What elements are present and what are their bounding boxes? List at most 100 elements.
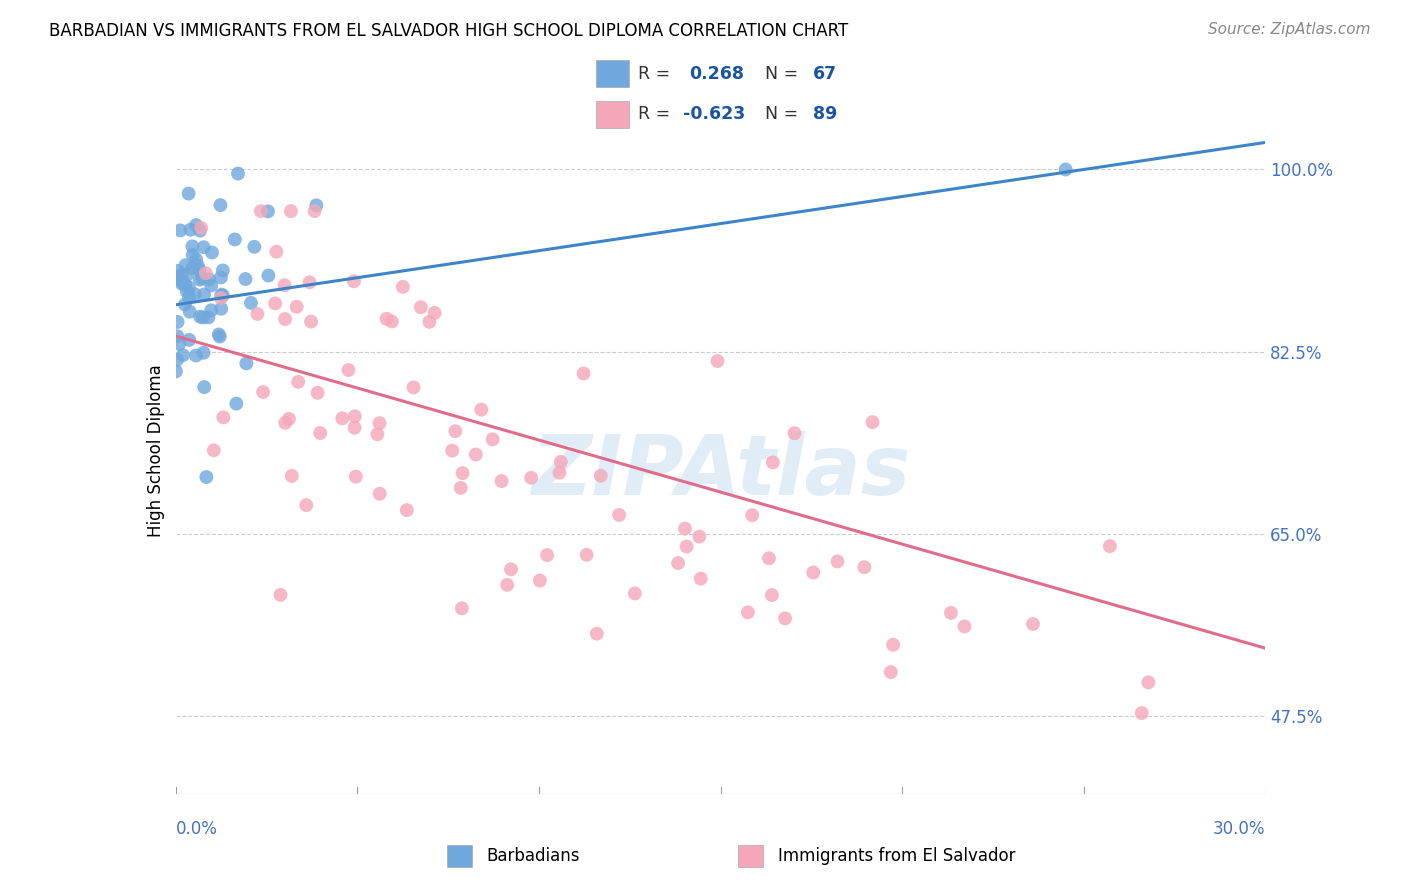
Point — [257, 204, 280, 219]
Text: R =: R = — [638, 105, 671, 123]
Point — [166, 352, 188, 367]
Point — [402, 380, 425, 394]
Point — [330, 411, 353, 425]
Point — [166, 315, 188, 329]
Point — [307, 385, 329, 400]
Point — [548, 466, 571, 480]
Point — [211, 263, 233, 277]
Point — [343, 420, 366, 434]
Point — [266, 244, 288, 259]
Point — [285, 300, 308, 314]
Point — [783, 426, 806, 441]
Point — [381, 314, 404, 328]
Point — [179, 304, 201, 318]
Point — [862, 415, 884, 429]
Point — [337, 363, 360, 377]
Point — [170, 268, 193, 282]
Point — [188, 224, 211, 238]
Point — [198, 272, 221, 286]
Point — [269, 588, 291, 602]
Point — [451, 466, 474, 480]
Point — [188, 263, 211, 277]
Point — [762, 455, 785, 469]
Point — [827, 554, 849, 568]
Point — [287, 375, 309, 389]
Point — [298, 275, 321, 289]
Point — [201, 245, 224, 260]
Point — [585, 626, 607, 640]
Point — [188, 272, 211, 286]
Point — [170, 277, 193, 291]
Point — [1098, 539, 1121, 553]
Point — [1130, 706, 1153, 720]
Point — [550, 455, 572, 469]
Point — [274, 312, 297, 326]
Point — [264, 296, 287, 310]
Point — [529, 574, 551, 588]
Point — [761, 588, 783, 602]
Point — [184, 349, 207, 363]
Point — [689, 572, 711, 586]
Point — [165, 364, 187, 378]
Point — [589, 468, 612, 483]
Point — [409, 300, 432, 314]
Point — [211, 288, 233, 302]
Point — [392, 280, 415, 294]
Text: 67: 67 — [813, 64, 838, 83]
Point — [281, 469, 304, 483]
Point — [441, 443, 464, 458]
Point — [176, 285, 198, 299]
Point — [499, 562, 522, 576]
Point — [450, 481, 472, 495]
Point — [395, 503, 418, 517]
FancyBboxPatch shape — [596, 60, 628, 87]
Point — [444, 424, 467, 438]
Point — [853, 560, 876, 574]
Point — [195, 470, 218, 484]
Point — [666, 556, 689, 570]
Point — [177, 280, 200, 294]
Point — [368, 416, 391, 430]
Point — [343, 409, 366, 424]
FancyBboxPatch shape — [738, 845, 763, 867]
Point — [344, 469, 367, 483]
Point — [496, 578, 519, 592]
Point — [423, 306, 446, 320]
Point — [177, 186, 200, 201]
Point — [194, 266, 217, 280]
Point — [235, 272, 257, 286]
Point — [758, 551, 780, 566]
Text: Source: ZipAtlas.com: Source: ZipAtlas.com — [1208, 22, 1371, 37]
Point — [200, 278, 222, 293]
Point — [741, 508, 763, 523]
Text: N =: N = — [765, 64, 799, 83]
Text: Barbadians: Barbadians — [486, 847, 581, 865]
Point — [278, 412, 301, 426]
Point — [179, 333, 201, 347]
Point — [368, 487, 391, 501]
Point — [235, 356, 257, 370]
Point — [181, 248, 204, 262]
Point — [418, 315, 440, 329]
Point — [309, 426, 332, 441]
Point — [174, 277, 197, 292]
Point — [880, 665, 903, 679]
Point — [295, 498, 318, 512]
Point — [190, 221, 212, 235]
Point — [939, 606, 962, 620]
Text: N =: N = — [765, 105, 799, 123]
Point — [176, 268, 198, 282]
Y-axis label: High School Diploma: High School Diploma — [146, 364, 165, 537]
Text: BARBADIAN VS IMMIGRANTS FROM EL SALVADOR HIGH SCHOOL DIPLOMA CORRELATION CHART: BARBADIAN VS IMMIGRANTS FROM EL SALVADOR… — [49, 22, 848, 40]
Point — [1054, 162, 1077, 177]
Point — [673, 522, 696, 536]
Text: 0.0%: 0.0% — [176, 820, 218, 838]
Point — [184, 218, 207, 232]
Point — [953, 619, 976, 633]
Point — [166, 271, 188, 285]
Point — [193, 346, 215, 360]
Point — [191, 310, 214, 325]
Point — [366, 427, 388, 442]
Point — [208, 327, 231, 342]
Point — [172, 275, 194, 289]
